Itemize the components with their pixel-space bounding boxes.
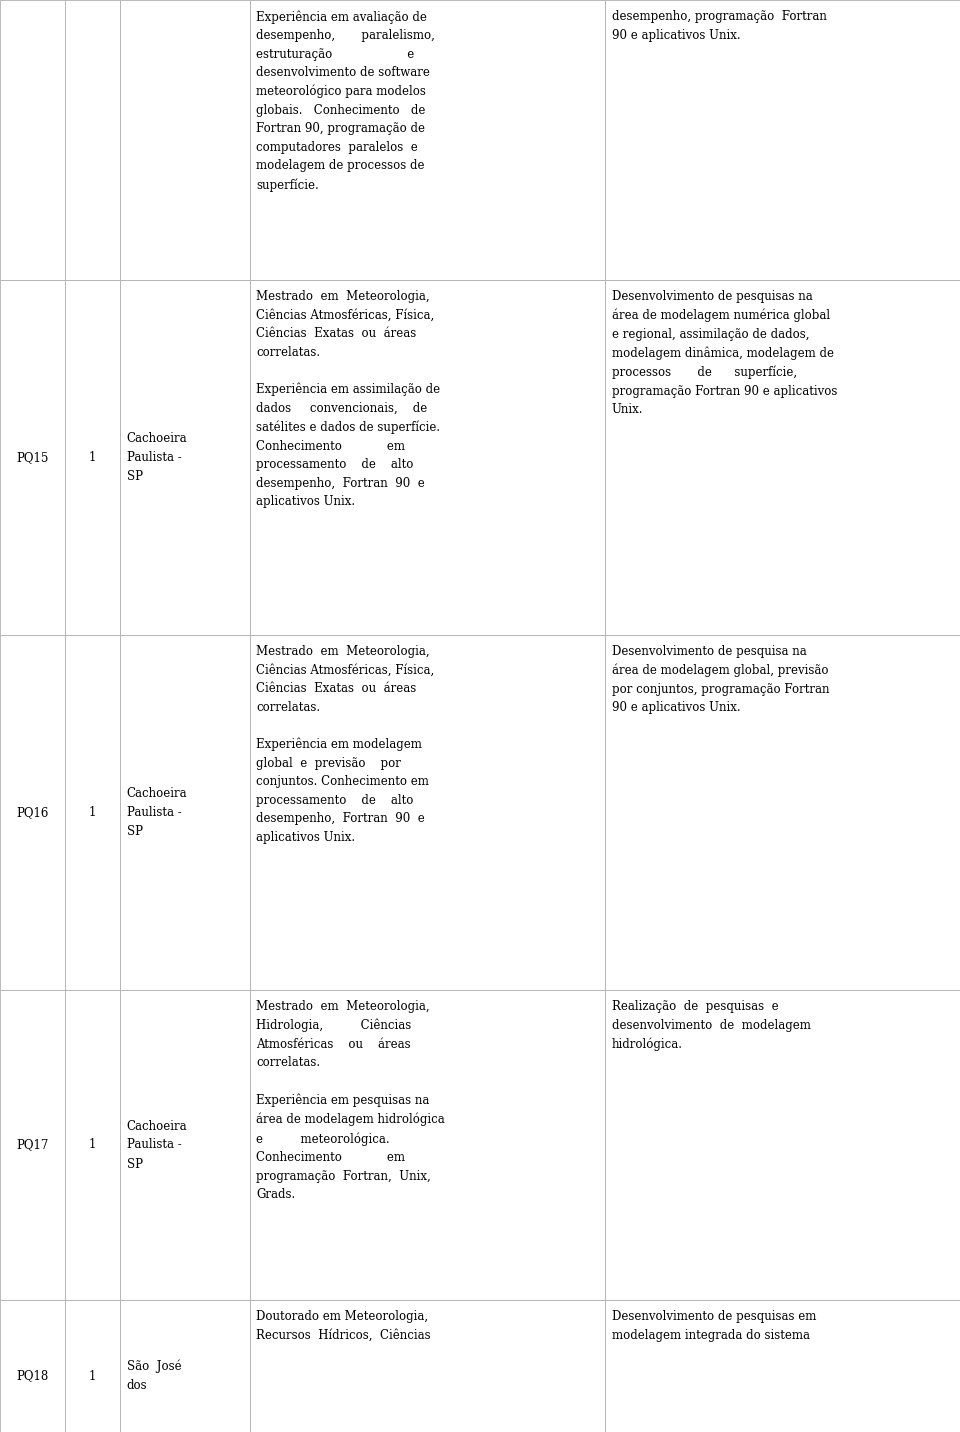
Bar (0, 990, 65, 1300)
Bar (605, 990, 960, 1300)
Text: 1: 1 (89, 1138, 96, 1151)
Text: São  José
dos: São José dos (127, 1360, 181, 1392)
Bar (605, 634, 960, 990)
Bar (250, 281, 605, 634)
Text: 1: 1 (89, 451, 96, 464)
Text: Cachoeira
Paulista -
SP: Cachoeira Paulista - SP (127, 432, 187, 483)
Bar (250, 0, 605, 281)
Bar (65, 634, 120, 990)
Text: Mestrado  em  Meteorologia,
Ciências Atmosféricas, Física,
Ciências  Exatas  ou : Mestrado em Meteorologia, Ciências Atmos… (256, 644, 435, 843)
Bar (250, 634, 605, 990)
Bar (0, 634, 65, 990)
Bar (65, 990, 120, 1300)
Bar (120, 0, 250, 281)
Bar (605, 281, 960, 634)
Bar (0, 281, 65, 634)
Text: Realização  de  pesquisas  e
desenvolvimento  de  modelagem
hidrológica.: Realização de pesquisas e desenvolviment… (612, 1000, 810, 1051)
Bar (250, 1300, 605, 1432)
Bar (120, 634, 250, 990)
Bar (250, 990, 605, 1300)
Text: Mestrado  em  Meteorologia,
Ciências Atmosféricas, Física,
Ciências  Exatas  ou : Mestrado em Meteorologia, Ciências Atmos… (256, 291, 441, 508)
Text: PQ17: PQ17 (16, 1138, 49, 1151)
Text: Cachoeira
Paulista -
SP: Cachoeira Paulista - SP (127, 788, 187, 838)
Bar (0, 0, 65, 281)
Bar (120, 1300, 250, 1432)
Bar (605, 0, 960, 281)
Text: Desenvolvimento de pesquisas em
modelagem integrada do sistema: Desenvolvimento de pesquisas em modelage… (612, 1310, 816, 1342)
Text: Cachoeira
Paulista -
SP: Cachoeira Paulista - SP (127, 1120, 187, 1170)
Bar (120, 281, 250, 634)
Text: PQ16: PQ16 (16, 806, 49, 819)
Text: Doutorado em Meteorologia,
Recursos  Hídricos,  Ciências: Doutorado em Meteorologia, Recursos Hídr… (256, 1310, 431, 1342)
Text: 1: 1 (89, 806, 96, 819)
Bar (65, 0, 120, 281)
Text: Desenvolvimento de pesquisa na
área de modelagem global, previsão
por conjuntos,: Desenvolvimento de pesquisa na área de m… (612, 644, 829, 715)
Text: PQ18: PQ18 (16, 1369, 49, 1382)
Bar (65, 281, 120, 634)
Bar (605, 1300, 960, 1432)
Text: Experiência em avaliação de
desempenho,       paralelismo,
estruturação         : Experiência em avaliação de desempenho, … (256, 10, 435, 192)
Text: 1: 1 (89, 1369, 96, 1382)
Bar (120, 990, 250, 1300)
Text: Desenvolvimento de pesquisas na
área de modelagem numérica global
e regional, as: Desenvolvimento de pesquisas na área de … (612, 291, 837, 417)
Bar (65, 1300, 120, 1432)
Bar (0, 1300, 65, 1432)
Text: Mestrado  em  Meteorologia,
Hidrologia,          Ciências
Atmosféricas    ou    : Mestrado em Meteorologia, Hidrologia, Ci… (256, 1000, 445, 1201)
Text: desempenho, programação  Fortran
90 e aplicativos Unix.: desempenho, programação Fortran 90 e apl… (612, 10, 827, 42)
Text: PQ15: PQ15 (16, 451, 49, 464)
